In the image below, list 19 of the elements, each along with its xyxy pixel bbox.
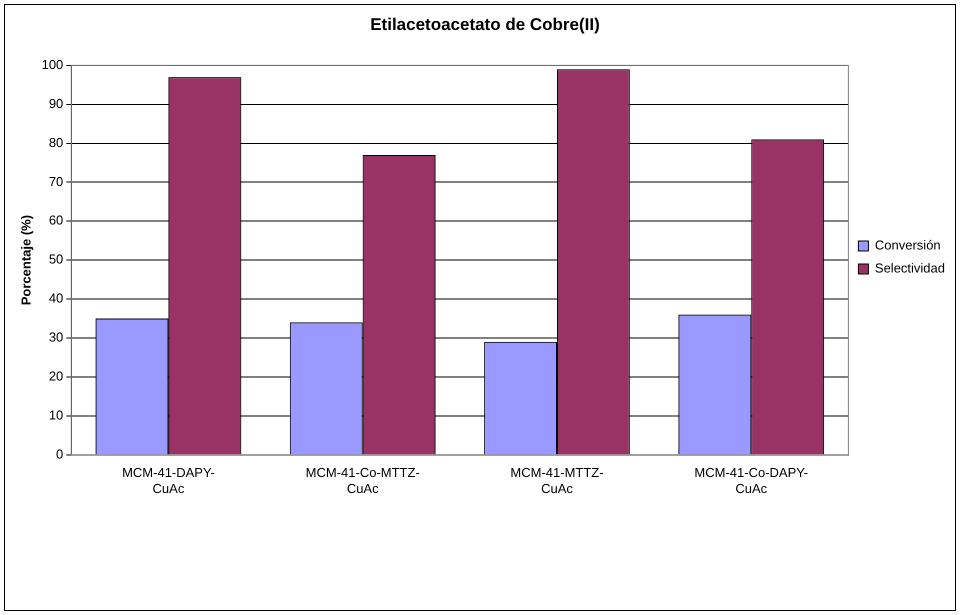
- y-tick-label: 60: [48, 212, 64, 228]
- x-tick-label: MCM-41-MTTZ-CuAc: [510, 465, 604, 496]
- y-axis-title: Porcentaje (%): [18, 214, 34, 306]
- x-tick-label: MCM-41-DAPY-CuAc: [122, 465, 215, 496]
- legend-label: Selectividad: [874, 260, 946, 276]
- y-tick-label: 0: [56, 446, 64, 462]
- y-tick-label: 40: [48, 290, 64, 306]
- legend-label: Conversión: [874, 238, 941, 253]
- y-tick-label: 70: [48, 174, 64, 189]
- chart-title: Etilacetoacetato de Cobre(II): [370, 14, 600, 34]
- y-tick-label: 100: [42, 56, 64, 72]
- y-tick-label: 10: [48, 407, 64, 422]
- y-tick-label: 30: [48, 330, 64, 345]
- y-tick-label: 50: [48, 252, 64, 267]
- y-tick-label: 80: [48, 134, 64, 150]
- y-tick-label: 90: [48, 96, 64, 111]
- y-tick-label: 20: [48, 368, 64, 384]
- x-tick-label: MCM-41-Co-DAPY-CuAc: [694, 465, 808, 496]
- x-tick-label: MCM-41-Co-MTTZ-CuAc: [306, 465, 420, 496]
